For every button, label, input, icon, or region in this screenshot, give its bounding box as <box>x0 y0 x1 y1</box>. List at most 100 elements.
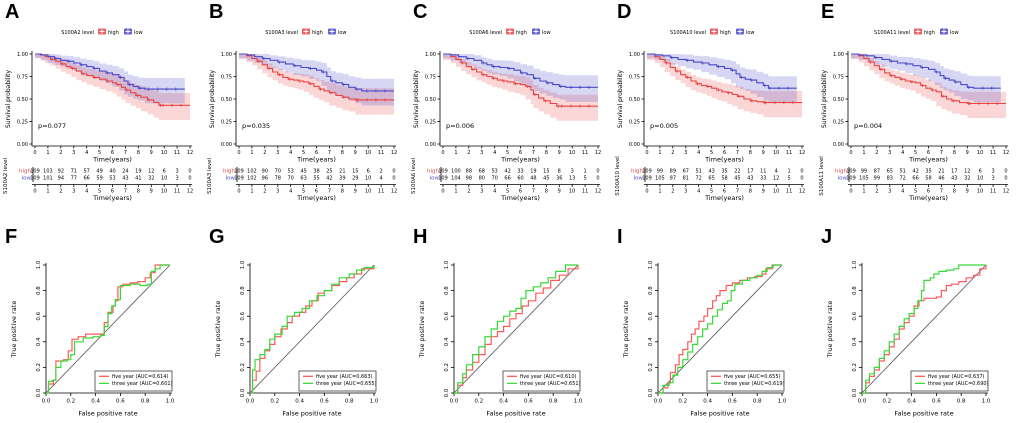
svg-text:4: 4 <box>493 189 496 195</box>
roc-chart-s100a11: 0.00.0 0.2 0.2 0.4 0.4 0.6 0.6 0.8 0.8 1.0 1.0 Fals… <box>826 260 991 417</box>
censor-marks-low <box>262 56 387 93</box>
svg-text:4: 4 <box>289 150 292 156</box>
svg-text:102: 102 <box>247 176 257 182</box>
svg-text:53: 53 <box>491 169 497 175</box>
svg-text:72: 72 <box>899 176 905 182</box>
svg-text:80: 80 <box>479 176 485 182</box>
svg-text:102: 102 <box>247 169 257 175</box>
reference-diagonal <box>45 264 171 394</box>
svg-text:0: 0 <box>849 150 852 156</box>
svg-text:7: 7 <box>736 150 739 156</box>
svg-text:11: 11 <box>378 189 384 195</box>
svg-text:Time(years): Time(years) <box>908 194 948 202</box>
svg-text:p=0.035: p=0.035 <box>242 122 270 130</box>
svg-text:6: 6 <box>519 150 522 156</box>
svg-text:109: 109 <box>846 169 856 175</box>
svg-text:45: 45 <box>734 176 740 182</box>
svg-text:Survival probability: Survival probability <box>617 70 624 129</box>
svg-text:109: 109 <box>234 176 244 182</box>
svg-text:10: 10 <box>365 176 371 182</box>
svg-text:0.6: 0.6 <box>852 311 858 320</box>
svg-text:81: 81 <box>683 176 689 182</box>
km-row: A S100A2 level high low 1.00 0.75 0.50 0.25 0.0… <box>3 0 1020 225</box>
svg-text:57: 57 <box>83 169 89 175</box>
svg-text:11: 11 <box>786 189 792 195</box>
roc-axes: 0.00.0 0.2 0.2 0.4 0.4 0.6 0.6 0.8 0.8 1.0 1.0 Fals… <box>214 260 379 417</box>
svg-text:12: 12 <box>1003 150 1009 156</box>
svg-text:0.75: 0.75 <box>17 74 28 80</box>
svg-text:5: 5 <box>710 189 713 195</box>
svg-text:5: 5 <box>506 150 509 156</box>
svg-text:4: 4 <box>85 189 88 195</box>
svg-text:0: 0 <box>392 169 395 175</box>
svg-text:4: 4 <box>379 176 382 182</box>
svg-text:9: 9 <box>354 150 357 156</box>
svg-text:0: 0 <box>33 150 36 156</box>
panel-J: J 0.0 0.0 0.2 0.2 0.4 0.4 0.6 0.6 0.8 0.8 1.0 1.0 Fa… <box>816 225 1020 423</box>
svg-text:0.0: 0.0 <box>858 399 867 405</box>
svg-text:S100A2 level: S100A2 level <box>3 157 9 194</box>
svg-text:8: 8 <box>137 150 140 156</box>
svg-text:low: low <box>226 176 236 182</box>
svg-text:2: 2 <box>875 189 878 195</box>
svg-text:5: 5 <box>710 150 713 156</box>
censor-marks-high <box>461 61 591 108</box>
svg-text:0: 0 <box>596 169 599 175</box>
svg-text:Time(years): Time(years) <box>500 194 540 202</box>
svg-text:0.8: 0.8 <box>957 399 966 405</box>
svg-text:11: 11 <box>760 169 766 175</box>
svg-text:0: 0 <box>237 150 240 156</box>
svg-text:1: 1 <box>658 150 661 156</box>
censor-marks-high <box>665 61 795 105</box>
svg-text:68: 68 <box>479 169 485 175</box>
risk-table: S100A10 level high 109 99 89 67 51 43 35 22 17 11 4 1… <box>615 156 805 202</box>
svg-text:4: 4 <box>775 169 778 175</box>
svg-text:0: 0 <box>1004 176 1007 182</box>
svg-text:True positive rate: True positive rate <box>214 301 222 359</box>
svg-text:8: 8 <box>545 189 548 195</box>
svg-text:10: 10 <box>365 189 371 195</box>
panel-E: E S100A11 level high low 1.00 0.75 0.50 0.25 0.… <box>816 0 1020 225</box>
svg-text:70: 70 <box>275 169 281 175</box>
svg-text:99: 99 <box>861 169 867 175</box>
svg-text:1.00: 1.00 <box>629 52 640 58</box>
roc-chart-s100a2: 0.00.0 0.2 0.2 0.4 0.4 0.6 0.6 0.8 0.8 1.0 1.0 Fals… <box>10 260 175 417</box>
svg-text:38: 38 <box>313 169 319 175</box>
svg-text:S100A2 level: S100A2 level <box>61 30 94 36</box>
svg-text:0.0: 0.0 <box>654 399 663 405</box>
svg-text:1.00: 1.00 <box>425 52 436 58</box>
svg-text:29: 29 <box>352 176 358 182</box>
svg-text:3: 3 <box>175 176 178 182</box>
svg-text:1: 1 <box>787 169 790 175</box>
svg-text:7: 7 <box>532 150 535 156</box>
svg-text:0.2: 0.2 <box>474 399 483 405</box>
svg-text:6: 6 <box>315 189 318 195</box>
svg-text:10: 10 <box>569 150 575 156</box>
svg-text:0.8: 0.8 <box>345 399 354 405</box>
svg-text:three year (AUC=0.619): three year (AUC=0.619) <box>724 381 785 387</box>
svg-text:35: 35 <box>721 169 727 175</box>
svg-text:1.0: 1.0 <box>444 260 450 269</box>
censor-marks-high <box>50 57 183 107</box>
svg-text:66: 66 <box>912 176 918 182</box>
svg-text:8: 8 <box>953 189 956 195</box>
svg-text:21: 21 <box>938 169 944 175</box>
svg-text:0.4: 0.4 <box>91 399 100 405</box>
svg-text:Time(years): Time(years) <box>92 194 132 202</box>
svg-text:0.50: 0.50 <box>425 97 436 103</box>
km-legend: S100A3 level high low <box>265 28 347 36</box>
svg-text:4: 4 <box>697 150 700 156</box>
svg-text:0.2: 0.2 <box>678 399 687 405</box>
roc-row: F 0.0 0.0 0.2 0.2 0.4 0.4 0.6 0.6 0.8 0.8 1.0 1.0 Fa… <box>0 225 1020 423</box>
risk-table: S100A2 level high 109 103 92 71 57 49 40 24 19 12 6 3… <box>3 157 193 202</box>
svg-text:40: 40 <box>109 169 115 175</box>
svg-text:three year (AUC=0.690): three year (AUC=0.690) <box>928 381 989 387</box>
svg-text:Survival probability: Survival probability <box>413 70 420 129</box>
svg-text:Time(years): Time(years) <box>908 156 948 164</box>
svg-text:41: 41 <box>135 176 141 182</box>
svg-text:109: 109 <box>642 169 652 175</box>
svg-text:105: 105 <box>859 176 869 182</box>
risk-table: S100A11 level high 109 99 87 65 51 42 35 21 17 12 6 3… <box>819 156 1009 202</box>
svg-text:8: 8 <box>558 169 561 175</box>
